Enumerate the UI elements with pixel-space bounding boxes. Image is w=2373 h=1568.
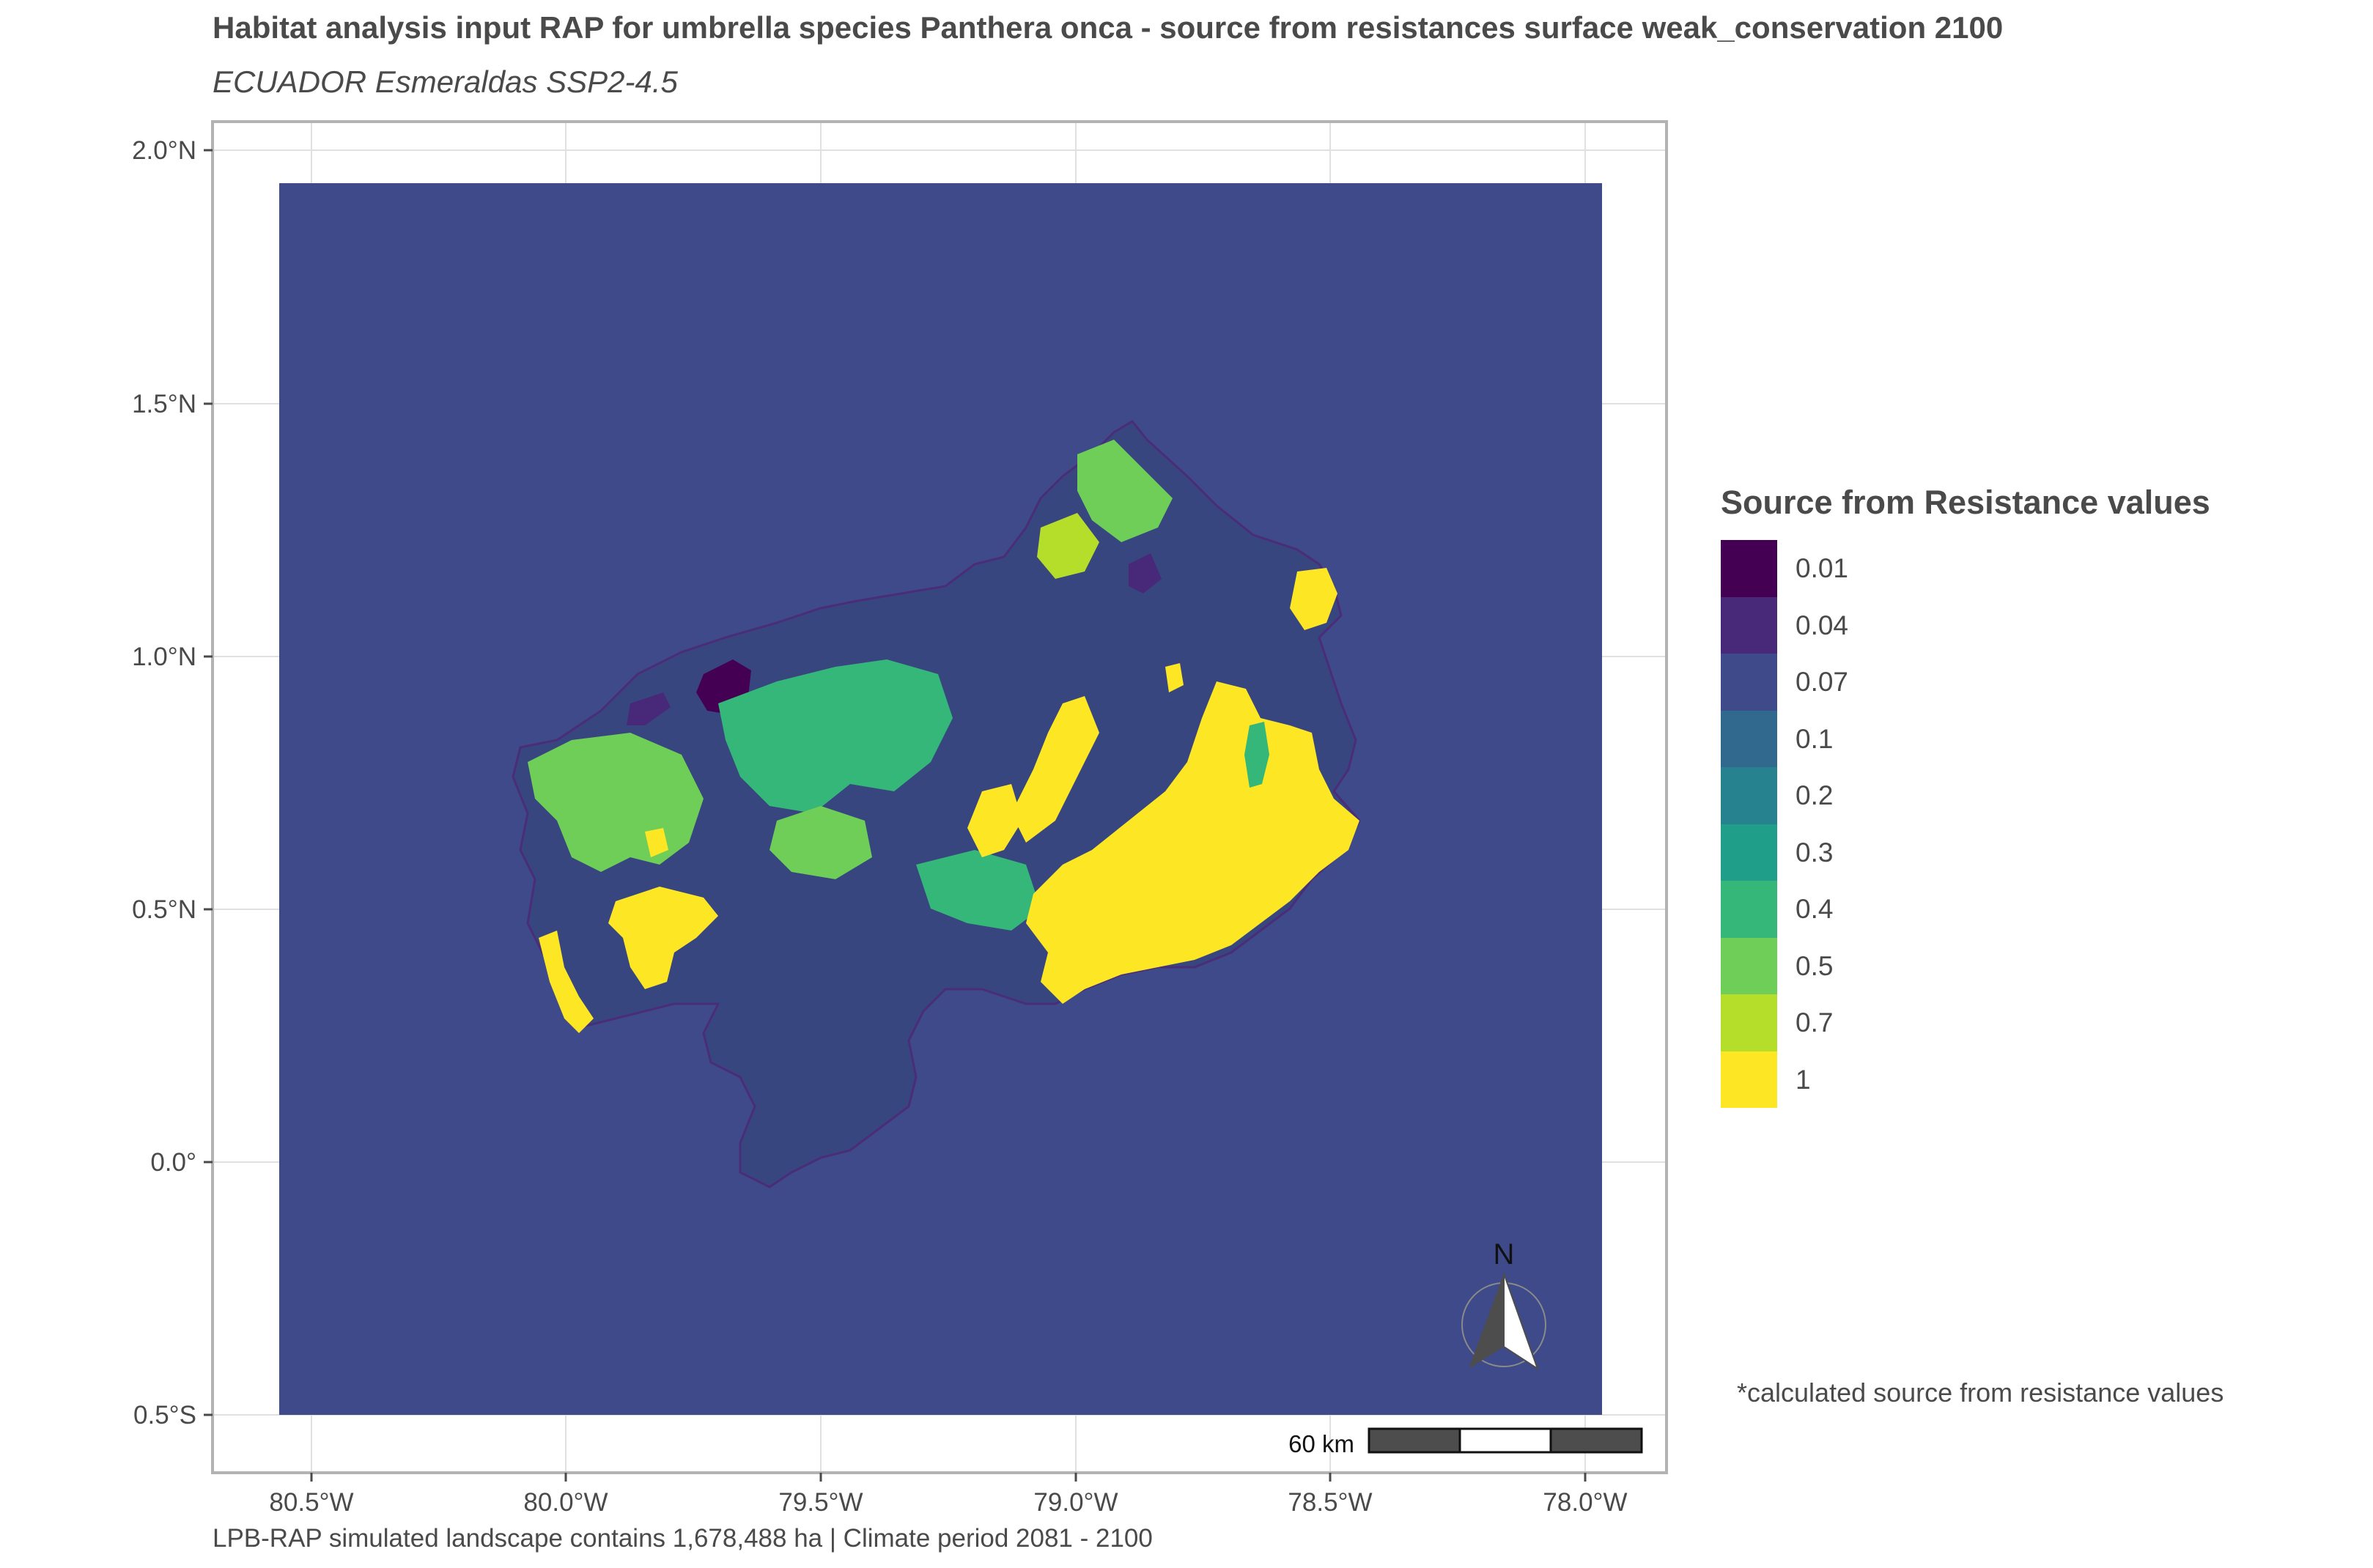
scale-bar-segment-1 <box>1368 1427 1461 1454</box>
province-outline <box>512 420 1361 1188</box>
y-tick-label: 2.0°N <box>132 136 196 165</box>
axis-ticks <box>204 149 1587 1482</box>
x-tick-label: 78.0°W <box>1543 1488 1627 1517</box>
y-tick-label: 1.0°N <box>132 643 196 671</box>
x-tick-label: 80.0°W <box>523 1488 608 1517</box>
north-arrow: N <box>1461 1238 1546 1371</box>
legend-label: 0.3 <box>1796 837 1834 868</box>
study-area <box>512 420 1361 1188</box>
green-patch-middle <box>770 806 872 879</box>
scale-bar-segment-2 <box>1458 1427 1552 1454</box>
legend-item: 0.04 <box>1721 596 2087 654</box>
scale-bar-label: 60 km <box>1288 1430 1354 1457</box>
legend-swatch <box>1721 710 1777 767</box>
legend-swatch <box>1721 881 1777 938</box>
y-tick-labels: 2.0°N 1.5°N 1.0°N 0.5°N 0.0° 0.5°S <box>132 136 196 1430</box>
legend: 0.01 0.04 0.07 0.1 0.2 0.3 0.4 0.5 0.7 1 <box>1721 540 2087 1108</box>
legend-item: 1 <box>1721 1051 2087 1108</box>
x-tick-label: 79.5°W <box>778 1488 863 1517</box>
y-tick-label: 1.5°N <box>132 390 196 418</box>
yellow-patch-mid <box>967 784 1022 857</box>
legend-label: 1 <box>1796 1064 1811 1095</box>
green-ridge-east <box>1244 722 1269 788</box>
legend-item: 0.4 <box>1721 881 2087 938</box>
legend-label: 0.7 <box>1796 1007 1834 1038</box>
dark-patch-east <box>1129 553 1162 593</box>
x-tick-label: 79.0°W <box>1033 1488 1118 1517</box>
x-tick-label: 78.5°W <box>1288 1488 1372 1517</box>
scale-bar: 60 km <box>1288 1427 1643 1457</box>
legend-item: 0.01 <box>1721 540 2087 597</box>
legend-item: 0.7 <box>1721 994 2087 1051</box>
map-title: Habitat analysis input RAP for umbrella … <box>213 10 2004 45</box>
yellow-patch-west-small <box>645 828 668 857</box>
legend-label: 0.4 <box>1796 894 1834 924</box>
green-patch-northeast2 <box>1037 513 1099 579</box>
north-arrow-dark-half <box>1469 1273 1504 1369</box>
x-tick-label: 80.5°W <box>269 1488 353 1517</box>
yellow-patch-ridge <box>1011 696 1099 843</box>
caption: LPB-RAP simulated landscape contains 1,6… <box>213 1524 1153 1553</box>
legend-label: 0.07 <box>1796 667 1849 697</box>
plot-border <box>211 120 1668 1474</box>
y-tick-label: 0.5°S <box>133 1401 196 1430</box>
scale-bar-segment-3 <box>1549 1427 1643 1454</box>
legend-label: 0.5 <box>1796 950 1834 981</box>
legend-label: 0.2 <box>1796 780 1834 810</box>
map-subtitle: ECUADOR Esmeraldas SSP2-4.5 <box>213 64 678 99</box>
yellow-patch-west <box>608 887 718 989</box>
legend-item: 0.5 <box>1721 937 2087 994</box>
x-tick-labels: 80.5°W 80.0°W 79.5°W 79.0°W 78.5°W 78.0°… <box>269 1488 1627 1517</box>
yellow-patch-main <box>1026 681 1359 1004</box>
legend-swatch <box>1721 937 1777 994</box>
legend-swatch <box>1721 824 1777 881</box>
footnote: *calculated source from resistance value… <box>1737 1377 2224 1408</box>
green-patch-northeast <box>1077 440 1173 542</box>
dark-patch-coast <box>627 692 671 725</box>
legend-swatch <box>1721 540 1777 597</box>
legend-label: 0.1 <box>1796 723 1834 754</box>
north-arrow-label: N <box>1494 1238 1515 1271</box>
legend-swatch <box>1721 596 1777 654</box>
yellow-patch-northeast <box>1290 568 1337 630</box>
green-patch-center <box>718 659 953 813</box>
legend-swatch <box>1721 654 1777 711</box>
legend-item: 0.2 <box>1721 767 2087 824</box>
yellow-patch-north-small <box>1165 663 1184 692</box>
legend-item: 0.1 <box>1721 710 2087 767</box>
north-arrow-light-half <box>1503 1273 1539 1371</box>
legend-item: 0.3 <box>1721 824 2087 881</box>
legend-item: 0.07 <box>1721 654 2087 711</box>
yellow-patch-coast <box>539 931 594 1033</box>
y-tick-label: 0.5°N <box>132 895 196 924</box>
legend-swatch <box>1721 1051 1777 1108</box>
legend-swatch <box>1721 767 1777 824</box>
legend-label: 0.04 <box>1796 610 1849 640</box>
y-tick-label: 0.0° <box>150 1148 196 1177</box>
legend-label: 0.01 <box>1796 553 1849 583</box>
legend-swatch <box>1721 994 1777 1051</box>
legend-title: Source from Resistance values <box>1721 484 2210 521</box>
green-patch-south <box>916 850 1041 931</box>
